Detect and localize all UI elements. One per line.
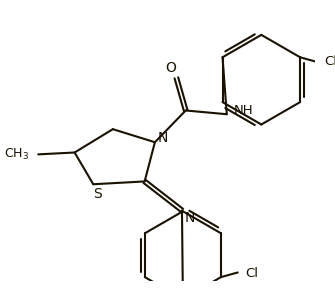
Text: Cl: Cl xyxy=(324,54,335,68)
Text: NH: NH xyxy=(234,104,254,117)
Text: N: N xyxy=(184,211,195,225)
Text: S: S xyxy=(93,187,102,200)
Text: O: O xyxy=(165,61,176,75)
Text: N: N xyxy=(158,131,169,145)
Text: CH$_3$: CH$_3$ xyxy=(4,147,29,162)
Text: Cl: Cl xyxy=(245,267,258,280)
